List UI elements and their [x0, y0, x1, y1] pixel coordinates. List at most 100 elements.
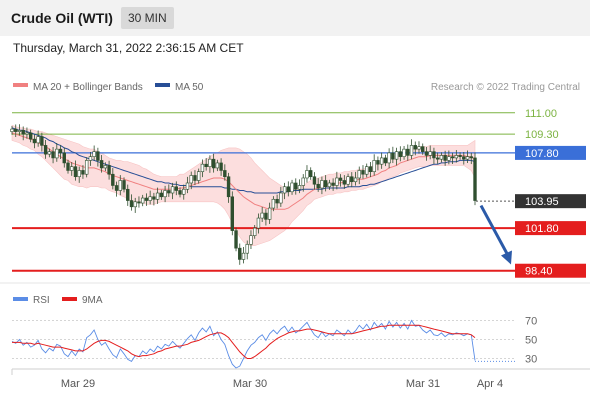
- candle-body: [394, 151, 399, 160]
- ma50-legend-label: MA 50: [175, 82, 204, 93]
- ma50-legend-swatch: [155, 83, 170, 87]
- candle-body: [178, 190, 182, 195]
- candle-body: [260, 212, 264, 219]
- x-tick-label: Mar 30: [233, 378, 267, 390]
- candle-body: [458, 155, 462, 157]
- candle-body: [447, 156, 451, 161]
- candle-body: [282, 186, 287, 194]
- candle-body: [465, 156, 470, 160]
- candle-body: [409, 145, 414, 156]
- level-label-98.40: 98.40: [525, 266, 553, 278]
- candle-body: [346, 176, 350, 185]
- credit-text: Research © 2022 Trading Central: [431, 82, 580, 93]
- candle-body: [211, 158, 216, 169]
- candle-body: [376, 160, 380, 165]
- candle-body: [301, 177, 305, 186]
- candle-body: [275, 198, 279, 204]
- price-legend: MA 20 + Bollinger Bands MA 50 Research ©…: [13, 82, 580, 93]
- candle-body: [114, 185, 119, 191]
- level-label-111.00: 111.00: [525, 108, 557, 120]
- rsi-ma-legend-swatch: [62, 297, 77, 301]
- candle-body: [267, 207, 272, 220]
- candle-body: [365, 166, 369, 175]
- candle-body: [443, 155, 447, 161]
- candle-body: [144, 197, 149, 201]
- candle-body: [297, 185, 302, 190]
- candle-body: [253, 227, 257, 236]
- candle-body: [462, 156, 466, 160]
- rsi-legend-label: RSI: [33, 295, 50, 306]
- candle-body: [107, 165, 111, 175]
- candle-body: [118, 180, 122, 191]
- candle-body: [193, 175, 197, 181]
- x-tick-label: Mar 29: [61, 378, 95, 390]
- x-tick-label: Mar 31: [406, 378, 440, 390]
- candle-body: [230, 196, 234, 231]
- candle-body: [55, 148, 59, 159]
- candle-body: [111, 173, 115, 186]
- candle-body: [122, 180, 126, 190]
- candle-body: [137, 201, 141, 204]
- candle-body: [226, 176, 231, 198]
- candle-body: [353, 177, 358, 183]
- candle-body: [361, 170, 365, 175]
- candle-body: [204, 163, 208, 167]
- candle-body: [66, 162, 70, 171]
- level-label-box-101.80: [515, 221, 586, 236]
- candle-body: [469, 156, 473, 159]
- candle-body: [129, 200, 134, 208]
- ma20-legend-swatch: [13, 83, 28, 87]
- candle-body: [159, 192, 164, 198]
- candle-body: [323, 180, 328, 188]
- candle-body: [51, 151, 55, 159]
- candle-body: [163, 190, 167, 198]
- candlesticks: [10, 124, 477, 265]
- candle-body: [103, 165, 108, 169]
- candle-body: [84, 160, 89, 175]
- arrow-shaft: [479, 204, 510, 257]
- ma20-legend-label: MA 20 + Bollinger Bands: [33, 82, 143, 93]
- candle-body: [435, 157, 440, 160]
- candle-body: [368, 166, 373, 173]
- candle-body: [99, 160, 104, 169]
- candle-body: [350, 176, 354, 183]
- candle-body: [70, 166, 74, 171]
- x-tick-label: Apr 4: [477, 378, 503, 390]
- candle-body: [316, 183, 320, 189]
- time-axis: Mar 29 Mar 30 Mar 31 Apr 4: [61, 378, 503, 390]
- rsi-tick-50: 50: [525, 335, 537, 347]
- candle-body: [279, 192, 283, 204]
- candle-body: [312, 176, 317, 185]
- candle-body: [454, 155, 459, 159]
- candle-body: [424, 151, 429, 156]
- candle-body: [43, 145, 48, 155]
- candle-body: [309, 170, 313, 178]
- ma20-line: [11, 132, 476, 210]
- header-bar: Crude Oil (WTI) 30 MIN: [0, 0, 590, 36]
- candle-body: [182, 188, 186, 195]
- level-label-box-107.80: [515, 145, 586, 160]
- candle-body: [387, 152, 391, 164]
- candle-body: [148, 196, 152, 201]
- candle-body: [286, 186, 291, 193]
- rsi-tick-30: 30: [525, 354, 537, 366]
- forecast-arrow: [479, 204, 512, 265]
- candle-body: [473, 157, 477, 201]
- candle-body: [73, 166, 78, 178]
- candle-body: [305, 170, 309, 179]
- candle-body: [14, 128, 18, 132]
- candle-body: [372, 160, 376, 173]
- candle-body: [196, 171, 201, 181]
- timeframe-badge[interactable]: 30 MIN: [121, 7, 174, 29]
- rsi-ma-line: [12, 324, 476, 359]
- candle-body: [327, 182, 332, 188]
- candle-body: [167, 190, 171, 194]
- candle-body: [155, 192, 160, 200]
- candle-body: [140, 197, 145, 204]
- candle-body: [241, 252, 246, 260]
- rsi-pane: 70 50 30: [11, 316, 537, 369]
- candle-body: [185, 182, 190, 190]
- candle-body: [200, 163, 205, 173]
- rsi-legend: RSI 9MA: [13, 295, 103, 306]
